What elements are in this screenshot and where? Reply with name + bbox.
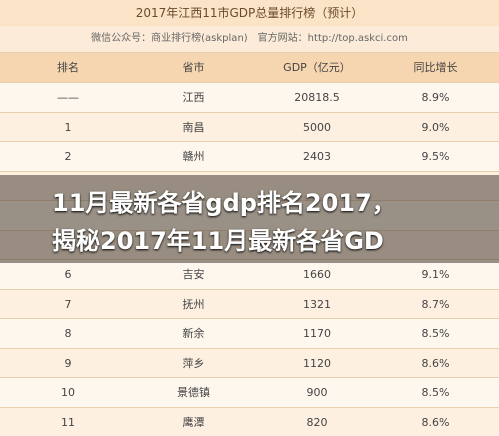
table-cell: 6: [64, 268, 72, 281]
table-row: 11 鹰潭 820 8.6%: [0, 406, 499, 436]
table-cell: 9: [64, 356, 72, 370]
overlay-text: 揭秘2017年11月最新各省GD: [52, 227, 384, 255]
title: 2017年江西11市GDP总量排行榜（预计）: [0, 0, 499, 26]
table-cell: 1321: [303, 297, 331, 311]
table-cell: 7: [64, 297, 72, 311]
table-cell: 8.6%: [421, 356, 450, 370]
column-header: 省市: [182, 61, 205, 74]
table-cell: 9.0%: [421, 120, 450, 134]
table-cell: 20818.5: [294, 91, 340, 104]
table-cell: 10: [61, 386, 75, 399]
table-cell: 萍乡: [182, 356, 205, 370]
table-cell: 景德镇: [177, 386, 210, 399]
table-cell: 8.5%: [421, 327, 450, 340]
table-cell: 8.7%: [421, 297, 450, 311]
table-cell: 8.5%: [421, 386, 450, 399]
table-cell: 2403: [303, 150, 331, 163]
table-cell: 1170: [303, 327, 331, 340]
table-cell: 吉安: [182, 268, 205, 281]
table-cell: 1660: [303, 268, 331, 281]
header-row: 排名 省市 GDP（亿元） 同比增长: [0, 52, 499, 82]
table-row: 10 景德镇 900 8.5%: [0, 377, 499, 407]
table-cell: 8.6%: [421, 415, 450, 429]
table-cell: 9.1%: [421, 268, 450, 281]
table-row: 1 南昌 5000 9.0%: [0, 111, 499, 141]
column-header: 排名: [57, 61, 79, 74]
table-row: 9 萍乡 1120 8.6%: [0, 347, 499, 377]
table-cell: 820: [306, 415, 328, 429]
table-row: 2 赣州 2403 9.5%: [0, 141, 499, 171]
table-cell: 900: [306, 386, 328, 399]
table-cell: 8: [64, 327, 72, 340]
table-row: 6 吉安 1660 9.1%: [0, 259, 499, 289]
table-cell: 赣州: [182, 150, 205, 163]
column-header: GDP（亿元）: [283, 61, 351, 74]
table-cell: 南昌: [182, 120, 205, 134]
subtitle: 微信公众号：商业排行榜(askplan) 官方网站：http://top.ask…: [0, 26, 499, 52]
table-cell: 9.5%: [421, 150, 450, 163]
table-cell: 2: [64, 150, 72, 163]
table-cell: 鹰潭: [182, 415, 205, 429]
table-cell: 8.9%: [421, 91, 450, 104]
table-row: —— 江西 20818.5 8.9%: [0, 82, 499, 112]
table-cell: 1: [64, 120, 72, 134]
table-cell: 11: [61, 415, 75, 429]
table-cell: ——: [57, 91, 79, 104]
table-cell: 江西: [182, 91, 205, 104]
table-row: 8 新余 1170 8.5%: [0, 318, 499, 348]
table-cell: 1120: [303, 356, 331, 370]
table-cell: 新余: [182, 327, 205, 340]
overlay-text: 11月最新各省gdp排名2017，: [52, 189, 396, 217]
table-row: 7 抚州 1321 8.7%: [0, 288, 499, 318]
table-cell: 抚州: [182, 297, 205, 311]
column-header: 同比增长: [413, 61, 458, 74]
table-cell: 5000: [303, 120, 331, 134]
overlay-band: 11月最新各省gdp排名2017， 揭秘2017年11月最新各省GD: [0, 175, 499, 263]
